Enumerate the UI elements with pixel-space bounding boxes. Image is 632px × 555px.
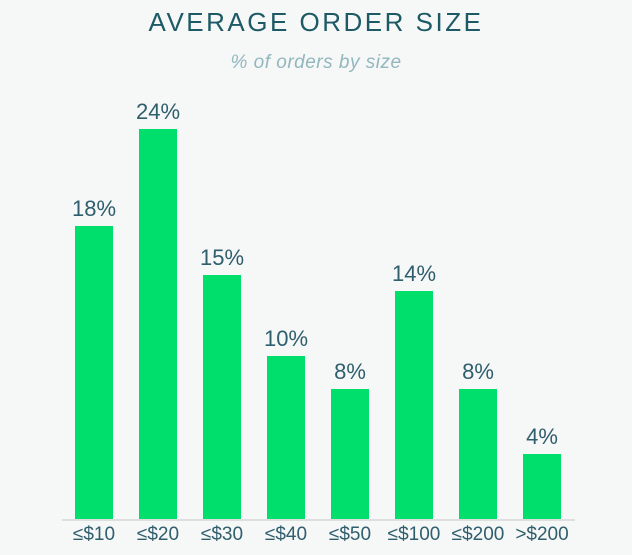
bar-group: 8% bbox=[446, 359, 510, 519]
bar-value-label: 14% bbox=[391, 261, 437, 286]
bar-value-label: 8% bbox=[334, 359, 366, 384]
bar bbox=[331, 389, 369, 519]
x-axis-tick-label: ≤$100 bbox=[387, 524, 441, 545]
x-axis-tick-labels: ≤$10 ≤$20 ≤$30 ≤$40 ≤$50 ≤$100 ≤$200 >$200 bbox=[62, 524, 574, 546]
bar-group: 15% bbox=[190, 245, 254, 519]
chart-subtitle: % of orders by size bbox=[230, 52, 402, 73]
bar bbox=[75, 226, 113, 519]
bar-value-label: 10% bbox=[263, 326, 309, 351]
bar bbox=[523, 454, 561, 519]
bar-group: 10% bbox=[254, 326, 318, 519]
x-axis-tick-label: ≤$40 bbox=[264, 524, 308, 545]
bar-group: 24% bbox=[126, 99, 190, 519]
bar-group: 18% bbox=[62, 196, 126, 519]
chart-title: AVERAGE ORDER SIZE bbox=[148, 7, 484, 37]
x-axis-tick-label: ≤$10 bbox=[72, 524, 116, 545]
bar bbox=[203, 275, 241, 519]
x-axis-tick-label: ≤$20 bbox=[136, 524, 180, 545]
bar-group: 4% bbox=[510, 424, 574, 519]
x-axis-tick-label: >$200 bbox=[515, 524, 569, 545]
bar bbox=[459, 389, 497, 519]
x-axis-tick-label: ≤$50 bbox=[328, 524, 372, 545]
bar-value-label: 18% bbox=[71, 196, 117, 221]
x-axis-tick-label: ≤$200 bbox=[451, 524, 505, 545]
bar-group: 14% bbox=[382, 261, 446, 519]
bar bbox=[267, 356, 305, 519]
x-axis-tick-label: ≤$30 bbox=[200, 524, 244, 545]
bar bbox=[395, 291, 433, 519]
bar-value-label: 8% bbox=[462, 359, 494, 384]
bar-chart: 18% 24% 15% 10% 8% 14% 8% 4% ≤$10 ≤$20 ≤$30 ≤$40 ≤$… bbox=[62, 0, 575, 555]
bar-value-label: 4% bbox=[526, 424, 558, 449]
x-axis-line bbox=[62, 519, 575, 521]
bar-group: 8% bbox=[318, 359, 382, 519]
chart-plot-area: 18% 24% 15% 10% 8% 14% 8% 4% bbox=[62, 99, 574, 519]
bar bbox=[139, 129, 177, 519]
bar-value-label: 15% bbox=[199, 245, 245, 270]
bar-value-label: 24% bbox=[135, 99, 181, 124]
